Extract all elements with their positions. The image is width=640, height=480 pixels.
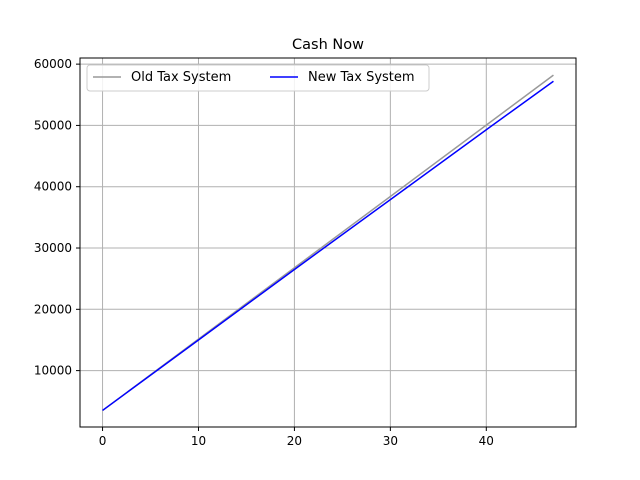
y-tick-label: 60000 [34, 57, 72, 71]
plot-frame [79, 57, 577, 428]
y-tick-label: 50000 [34, 118, 72, 132]
x-tick-label: 10 [191, 434, 206, 448]
legend-label-old-tax-system: Old Tax System [131, 70, 231, 85]
y-tick-label: 20000 [34, 302, 72, 316]
legend-box [86, 64, 430, 92]
x-tick-label: 40 [479, 434, 494, 448]
series-line-new-tax-system [102, 80, 554, 412]
legend-label-new-tax-system: New Tax System [308, 70, 415, 85]
series-lines [102, 74, 554, 412]
y-tick-label: 40000 [34, 180, 72, 194]
legend: Old Tax System New Tax System [86, 64, 430, 92]
y-tick-label: 30000 [34, 241, 72, 255]
chart-title: Cash Now [292, 37, 364, 53]
y-tick-label: 10000 [34, 364, 72, 378]
x-tick-label: 30 [383, 434, 398, 448]
x-tick-label: 0 [99, 434, 107, 448]
y-axis: 10000 20000 30000 40000 50000 60000 [34, 57, 80, 378]
x-axis: 0 10 20 30 40 [99, 427, 494, 448]
x-tick-label: 20 [287, 434, 302, 448]
